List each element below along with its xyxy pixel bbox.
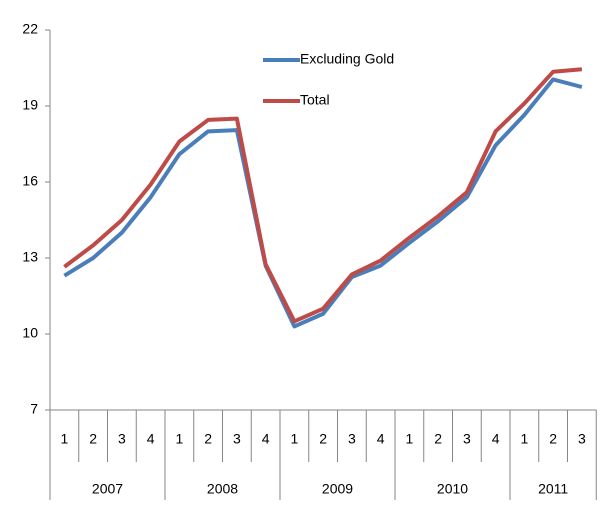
y-tick-label: 22: [22, 21, 38, 37]
x-tick-label: 1: [60, 431, 68, 447]
x-tick-label: 2: [89, 431, 97, 447]
x-tick-label: 3: [463, 431, 471, 447]
x-tick-label: 1: [175, 431, 183, 447]
x-tick-label: 4: [377, 431, 385, 447]
legend-label: Total: [300, 92, 330, 108]
group-label: 2009: [322, 481, 353, 497]
x-tick-label: 3: [578, 431, 586, 447]
y-tick-label: 7: [30, 401, 38, 417]
x-tick-label: 2: [204, 431, 212, 447]
legend-label: Excluding Gold: [300, 51, 394, 67]
x-tick-label: 4: [147, 431, 155, 447]
x-tick-label: 1: [520, 431, 528, 447]
y-tick-label: 10: [22, 325, 38, 341]
x-tick-label: 2: [319, 431, 327, 447]
group-label: 2008: [207, 481, 238, 497]
x-tick-label: 1: [405, 431, 413, 447]
series-line: [63, 67, 583, 324]
x-tick-label: 2: [434, 431, 442, 447]
y-tick-label: 13: [22, 249, 38, 265]
x-tick-label: 3: [233, 431, 241, 447]
group-label: 2007: [92, 481, 123, 497]
x-tick-label: 3: [348, 431, 356, 447]
x-tick-label: 4: [492, 431, 500, 447]
x-tick-label: 3: [118, 431, 126, 447]
x-tick-label: 2: [549, 431, 557, 447]
y-tick-label: 16: [22, 173, 38, 189]
x-tick-label: 4: [262, 431, 270, 447]
x-tick-label: 1: [290, 431, 298, 447]
group-label: 2011: [538, 481, 568, 497]
group-label: 2010: [437, 481, 468, 497]
series-line: [63, 77, 583, 329]
y-tick-label: 19: [22, 97, 38, 113]
